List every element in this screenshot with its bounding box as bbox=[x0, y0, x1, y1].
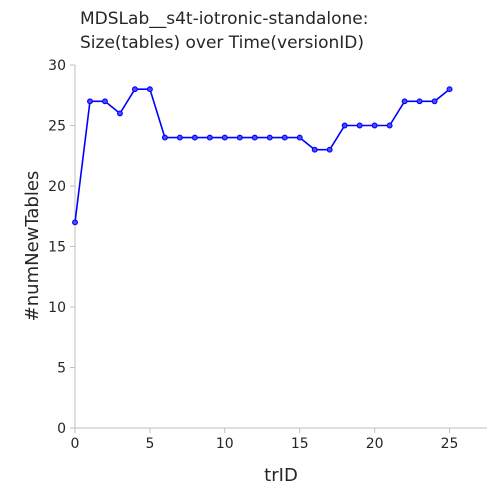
y-tick-label: 0 bbox=[57, 421, 66, 437]
data-point bbox=[191, 134, 198, 141]
series-line bbox=[74, 88, 451, 223]
data-point bbox=[416, 98, 423, 105]
data-point bbox=[401, 98, 408, 105]
data-point bbox=[386, 122, 393, 129]
data-point bbox=[371, 122, 378, 129]
data-point bbox=[281, 134, 288, 141]
data-point bbox=[431, 98, 438, 105]
y-ticks: 0 5 10 15 20 25 30 bbox=[48, 58, 75, 437]
chart-title: MDSLab__s4t-iotronic-standalone: Size(ta… bbox=[80, 9, 369, 53]
data-point bbox=[446, 86, 453, 93]
data-point bbox=[296, 134, 303, 141]
x-tick-label: 5 bbox=[145, 436, 154, 452]
data-point bbox=[102, 98, 108, 105]
x-ticks: 0 5 10 15 20 25 bbox=[71, 428, 459, 452]
data-point bbox=[72, 219, 78, 226]
chart-title-line-1: MDSLab__s4t-iotronic-standalone: bbox=[80, 9, 369, 29]
data-point bbox=[326, 146, 333, 153]
y-tick-label: 30 bbox=[48, 58, 66, 74]
y-axis-label: #numNewTables bbox=[22, 171, 43, 322]
data-point bbox=[161, 134, 168, 141]
x-tick-label: 0 bbox=[71, 436, 80, 452]
y-tick-label: 10 bbox=[48, 300, 66, 316]
data-point bbox=[311, 146, 318, 153]
y-tick-label: 20 bbox=[48, 179, 66, 195]
data-point bbox=[236, 134, 243, 141]
y-tick-label: 5 bbox=[57, 361, 66, 377]
data-point bbox=[87, 98, 93, 105]
chart-title-line-2: Size(tables) over Time(versionID) bbox=[80, 33, 364, 53]
data-point bbox=[341, 122, 348, 129]
y-tick-label: 15 bbox=[48, 240, 66, 256]
plot-area: 0 5 10 15 20 25 0 5 10 15 20 25 30 bbox=[48, 58, 487, 452]
data-point bbox=[221, 134, 228, 141]
data-point bbox=[176, 134, 183, 141]
x-axis-label: trID bbox=[264, 465, 298, 486]
x-tick-label: 25 bbox=[441, 436, 459, 452]
data-point bbox=[131, 86, 138, 93]
y-tick-label: 25 bbox=[48, 119, 66, 135]
data-point bbox=[266, 134, 273, 141]
x-tick-label: 15 bbox=[291, 436, 309, 452]
x-tick-label: 10 bbox=[216, 436, 234, 452]
data-point bbox=[206, 134, 213, 141]
series-group bbox=[72, 86, 453, 226]
data-point bbox=[146, 86, 153, 93]
x-tick-label: 20 bbox=[366, 436, 384, 452]
data-point bbox=[251, 134, 258, 141]
data-point bbox=[116, 110, 123, 117]
data-point bbox=[356, 122, 363, 129]
